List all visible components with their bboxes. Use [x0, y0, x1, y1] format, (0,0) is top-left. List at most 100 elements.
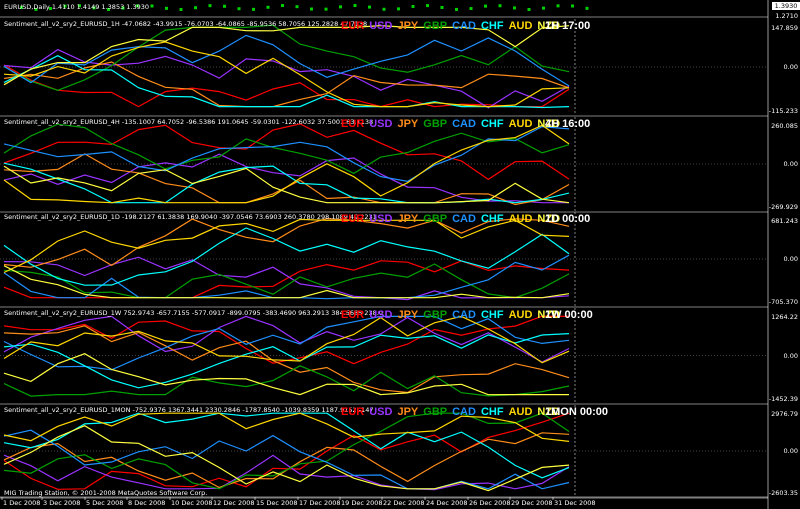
sentiment-line-nzd	[3, 265, 570, 299]
scale-mid-label: 0.00	[783, 351, 798, 360]
currency-legend: EUR USD JPY GBP CAD CHF AUD NZD	[341, 20, 565, 32]
legend-eur: EUR	[341, 20, 365, 32]
currency-legend: EUR USD JPY GBP CAD CHF AUD NZD	[341, 213, 565, 225]
date-label: 1 Dec 2008	[3, 499, 41, 507]
candle	[63, 4, 67, 8]
pane-indicator-label: Sentiment_all_v2_sry2_EURUSD_4H -135.100…	[4, 118, 374, 126]
candle	[107, 7, 110, 11]
sentiment-line-nzd	[3, 425, 570, 492]
candle	[324, 7, 328, 11]
legend-usd: USD	[369, 213, 393, 225]
legend-gbp: GBP	[423, 406, 448, 418]
legend-aud: AUD	[508, 213, 533, 225]
timeframe-label: 1D 00:00	[545, 213, 591, 225]
candle	[440, 6, 444, 10]
sentiment-line-eur	[3, 123, 570, 181]
sentiment-line-jpy	[3, 432, 570, 489]
sentiment-pane-5[interactable]	[0, 405, 768, 499]
legend-chf: CHF	[480, 309, 504, 321]
legend-jpy: JPY	[397, 20, 419, 32]
candle	[411, 4, 415, 8]
sentiment-line-gbp	[3, 263, 570, 299]
sentiment-line-chf	[3, 227, 570, 286]
candle	[353, 4, 357, 8]
legend-nzd: NZD	[537, 20, 561, 32]
scale-top-label: 2976.79	[771, 410, 798, 418]
main-price-scale-label: 1.2710	[775, 12, 798, 20]
candle	[295, 5, 299, 9]
sentiment-line-aud	[3, 124, 570, 204]
legend-cad: CAD	[452, 118, 476, 130]
legend-chf: CHF	[480, 213, 504, 225]
sentiment-line-gbp	[3, 412, 570, 490]
candle	[223, 4, 226, 8]
legend-jpy: JPY	[397, 118, 419, 130]
pane-indicator-label: Sentiment_all_v2_sry2_EURUSD_1W 752.9743…	[4, 309, 383, 317]
main-chart-title: EURUSD,Daily 1.4110 1.4149 1.3853 1.3930	[4, 3, 150, 11]
legend-aud: AUD	[508, 406, 533, 418]
sentiment-line-usd	[3, 48, 570, 109]
candle	[92, 6, 96, 10]
legend-gbp: GBP	[423, 20, 448, 32]
candle	[310, 7, 313, 11]
sentiment-pane-1[interactable]	[0, 19, 768, 117]
currency-legend: EUR USD JPY GBP CAD CHF AUD NZD	[341, 118, 565, 130]
sentiment-line-chf	[3, 162, 570, 204]
date-label: 8 Dec 2008	[128, 499, 166, 507]
legend-gbp: GBP	[423, 309, 448, 321]
legend-usd: USD	[369, 309, 393, 321]
scale-bottom-label: -705.370	[768, 298, 798, 306]
legend-nzd: NZD	[537, 213, 561, 225]
candle	[556, 4, 560, 8]
legend-usd: USD	[369, 118, 393, 130]
sentiment-line-cad	[3, 429, 570, 490]
date-label: 17 Dec 2008	[299, 499, 341, 507]
legend-nzd: NZD	[537, 118, 561, 130]
timeframe-label: 1MON 00:00	[545, 406, 608, 418]
sentiment-line-chf	[3, 333, 570, 389]
sentiment-pane-3[interactable]	[0, 212, 768, 308]
sentiment-line-jpy	[3, 325, 570, 394]
candle	[382, 7, 386, 11]
scale-mid-label: 0.00	[783, 447, 798, 455]
scale-bottom-label: -269.929	[768, 203, 798, 211]
legend-aud: AUD	[508, 118, 533, 130]
candle	[136, 4, 139, 8]
candle	[121, 6, 125, 10]
scale-mid-label: 0.00	[783, 63, 798, 71]
date-label: 24 Dec 2008	[426, 499, 468, 507]
scale-mid-label: 0.00	[783, 255, 798, 263]
candle	[49, 7, 52, 11]
scale-bottom-label: -115.233	[768, 107, 798, 115]
legend-chf: CHF	[480, 20, 504, 32]
sentiment-pane-2[interactable]	[0, 117, 768, 213]
legend-jpy: JPY	[397, 213, 419, 225]
candle	[281, 4, 284, 8]
scale-top-label: 681.243	[771, 217, 798, 225]
currency-legend: EUR USD JPY GBP CAD CHF AUD NZD	[341, 309, 565, 321]
candle	[150, 4, 154, 8]
sentiment-line-nzd	[3, 24, 570, 86]
legend-jpy: JPY	[397, 309, 419, 321]
timeframe-label: 1H 17:00	[545, 20, 591, 32]
sentiment-pane-4[interactable]	[0, 308, 768, 405]
sentiment-line-cad	[3, 125, 570, 183]
sentiment-line-nzd	[3, 165, 570, 204]
pane-indicator-label: Sentiment_all_v2_sry2_EURUSD_1H -47.0682…	[4, 20, 368, 28]
legend-cad: CAD	[452, 406, 476, 418]
candle	[179, 7, 183, 11]
candle	[542, 6, 545, 10]
sentiment-line-gbp	[3, 24, 570, 91]
candle	[165, 6, 168, 10]
scale-mid-label: 0.00	[783, 160, 798, 168]
date-label: 10 Dec 2008	[171, 499, 213, 507]
candle	[513, 6, 516, 10]
legend-eur: EUR	[341, 213, 365, 225]
legend-cad: CAD	[452, 309, 476, 321]
copyright-text: MIG Trading Station, © 2001-2008 MetaQuo…	[4, 489, 208, 497]
legend-eur: EUR	[341, 118, 365, 130]
scale-bottom-label: -2603.35	[768, 489, 798, 497]
legend-usd: USD	[369, 20, 393, 32]
legend-chf: CHF	[480, 118, 504, 130]
